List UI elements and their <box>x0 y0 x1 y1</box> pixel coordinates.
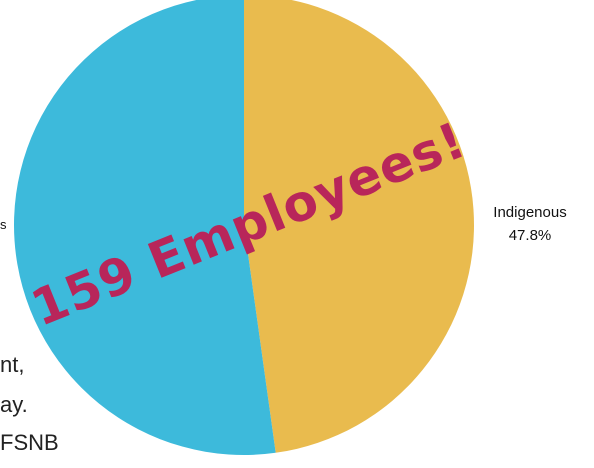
background-text-line-2: ay. <box>0 392 28 417</box>
pie-slice-other <box>14 0 276 455</box>
slice-value-indigenous: 47.8% <box>509 227 552 244</box>
background-text-line-3: FSNB <box>0 430 59 455</box>
pie-slice-indigenous <box>244 0 474 453</box>
background-text-line-1: nt, <box>0 352 25 377</box>
pie-slices <box>14 0 474 455</box>
pie-labels: Indigenous 47.8% <box>493 204 566 244</box>
cropped-slice-label-fragment: s <box>0 217 7 232</box>
slice-label-indigenous: Indigenous <box>493 204 566 221</box>
